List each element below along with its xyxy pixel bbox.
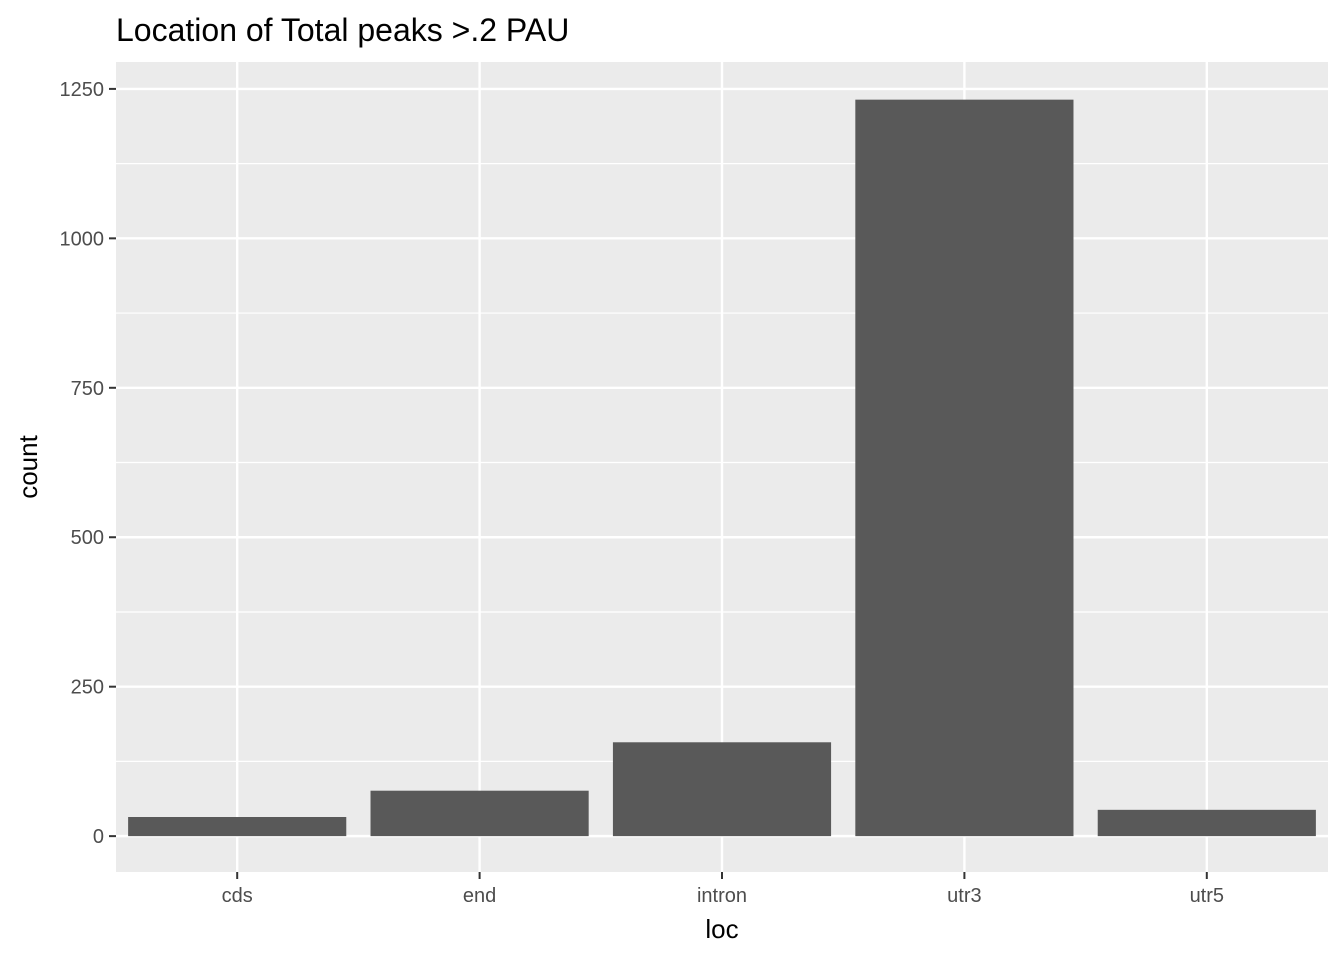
x-tick-label: end [463, 885, 496, 907]
bars [128, 99, 1316, 837]
bar-intron [612, 742, 832, 837]
y-tick-label: 250 [71, 677, 104, 699]
y-tick-label: 750 [71, 378, 104, 400]
y-tick-label: 500 [71, 527, 104, 549]
y-tick-label: 1000 [60, 228, 105, 250]
x-tick-label: utr3 [947, 885, 981, 907]
bar-utr5 [1097, 809, 1316, 837]
bar-end [370, 790, 589, 837]
y-tick-label: 1250 [60, 79, 105, 101]
bar-utr3 [855, 99, 1074, 837]
y-axis: 0 250 500 750 1000 1250 [60, 79, 116, 848]
x-tick-label: intron [697, 885, 747, 907]
y-tick-label: 0 [93, 826, 104, 848]
y-axis-title: count [13, 434, 43, 498]
x-axis: cds end intron utr3 utr5 [222, 872, 1224, 907]
bar-cds [128, 817, 347, 837]
x-tick-label: cds [222, 885, 253, 907]
x-axis-title: loc [705, 914, 738, 944]
x-tick-label: utr5 [1190, 885, 1224, 907]
chart-title: Location of Total peaks >.2 PAU [116, 12, 569, 48]
